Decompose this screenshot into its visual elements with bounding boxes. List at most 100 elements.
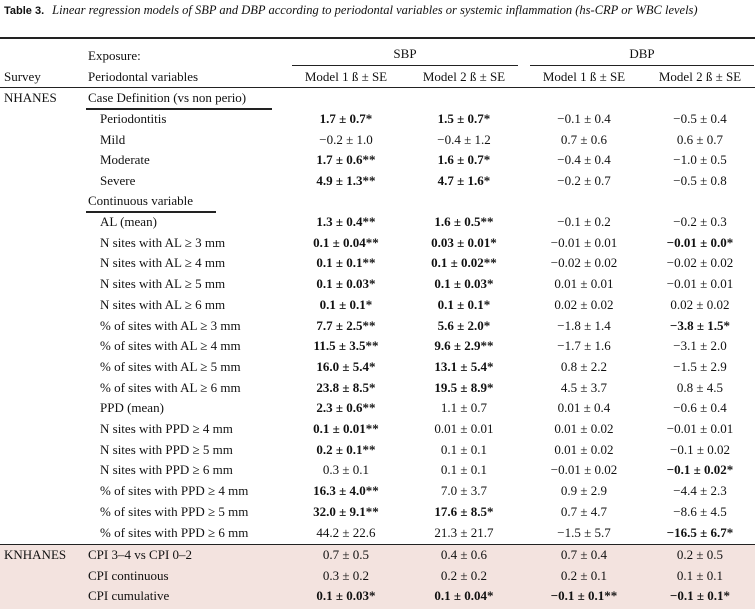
row-value: 1.5 ± 0.7* (437, 111, 491, 126)
row-value: 0.6 ± 0.7 (676, 131, 724, 147)
row-variable: Moderate (100, 152, 150, 168)
header-dbp-model1: Model 1 ß ± SE (542, 69, 626, 84)
row-value: 0.3 ± 0.1 (322, 462, 370, 478)
row-value: 0.7 ± 0.6 (560, 131, 608, 147)
row-value: −0.5 ± 0.4 (673, 111, 727, 126)
section-case-definition: Case Definition (vs non perio) (88, 90, 247, 105)
row-variable: % of sites with AL ≥ 3 mm (100, 317, 241, 333)
row-value: 0.1 ± 0.03* (316, 276, 376, 292)
header-rule (0, 87, 755, 88)
row-value: −1.5 ± 2.9 (673, 358, 727, 374)
row-value: −0.1 ± 0.2 (557, 214, 611, 229)
row-variable: Severe (100, 172, 136, 188)
row-value: 0.1 ± 0.04* (434, 588, 494, 604)
row-value: 0.1 ± 0.02** (431, 255, 497, 271)
row-variable: % of sites with PPD ≥ 4 mm (100, 483, 249, 499)
row-variable: PPD (mean) (100, 400, 164, 416)
row-value: −0.2 ± 1.0 (319, 131, 373, 147)
row-value: 0.4 ± 0.6 (440, 547, 488, 562)
row-value: 13.1 ± 5.4* (434, 358, 494, 374)
row-value: −1.5 ± 5.7 (557, 524, 611, 540)
row-variable: % of sites with AL ≥ 4 mm (100, 338, 241, 354)
row-value: 11.5 ± 3.5** (313, 338, 379, 354)
row-value: 1.6 ± 0.5** (434, 214, 494, 229)
survey-knhanes: KNHANES (4, 547, 67, 562)
row-value: 0.1 ± 0.1* (437, 296, 491, 312)
row-value: 1.7 ± 0.7* (319, 111, 373, 126)
row-value: 0.8 ± 4.5 (676, 379, 724, 395)
row-value: 0.2 ± 0.1** (316, 441, 376, 457)
row-value: −3.8 ± 1.5* (669, 317, 731, 333)
row-value: 0.01 ± 0.02 (554, 441, 614, 457)
row-value: 4.5 ± 3.7 (560, 379, 608, 395)
row-value: 0.2 ± 0.2 (440, 567, 488, 583)
row-value: −0.5 ± 0.8 (673, 172, 727, 188)
row-value: 0.1 ± 0.03* (434, 276, 494, 292)
row-value: −0.01 ± 0.0* (666, 234, 734, 250)
dbp-underline (530, 65, 754, 66)
row-variable: % of sites with AL ≥ 5 mm (100, 358, 241, 374)
row-value: 0.2 ± 0.5 (676, 547, 724, 562)
row-value: 17.6 ± 8.5* (434, 503, 494, 519)
row-variable: N sites with AL ≥ 4 mm (100, 255, 226, 271)
row-value: −0.02 ± 0.02 (666, 255, 734, 271)
row-variable: N sites with AL ≥ 5 mm (100, 276, 226, 292)
row-value: −0.1 ± 0.02 (670, 441, 730, 457)
section-continuous-underline (86, 211, 216, 213)
row-variable: % of sites with PPD ≥ 6 mm (100, 524, 249, 540)
section-continuous: Continuous variable (88, 193, 194, 208)
row-value: 1.1 ± 0.7 (440, 400, 488, 416)
row-value: −3.1 ± 2.0 (673, 338, 727, 354)
header-exposure: Exposure: (88, 48, 141, 63)
row-value: −0.02 ± 0.02 (550, 255, 618, 271)
row-value: 16.0 ± 5.4* (316, 358, 376, 374)
row-variable: CPI cumulative (88, 588, 170, 604)
row-variable: Mild (100, 131, 126, 147)
row-value: 0.1 ± 0.03* (316, 588, 376, 604)
row-value: 9.6 ± 2.9** (434, 338, 494, 354)
row-variable: CPI continuous (88, 567, 169, 583)
row-value: 0.01 ± 0.01 (434, 421, 494, 436)
table-caption: Table 3. Linear regression models of SBP … (4, 2, 752, 19)
row-value: 0.1 ± 0.1 (440, 441, 488, 457)
survey-nhanes: NHANES (4, 90, 57, 105)
row-value: 0.1 ± 0.01** (313, 421, 379, 436)
row-variable: Periodontitis (100, 111, 167, 126)
row-value: 0.7 ± 0.4 (560, 547, 608, 562)
row-value: 0.7 ± 0.5 (322, 547, 370, 562)
row-value: 19.5 ± 8.9* (434, 379, 494, 395)
row-value: 0.1 ± 0.1* (319, 296, 373, 312)
row-value: −0.2 ± 0.7 (557, 172, 611, 188)
row-value: 7.7 ± 2.5** (316, 317, 376, 333)
row-value: −0.01 ± 0.01 (666, 276, 734, 292)
row-value: 4.9 ± 1.3** (316, 172, 376, 188)
row-variable: N sites with PPD ≥ 4 mm (100, 421, 233, 436)
header-dbp: DBP (629, 46, 655, 61)
row-value: 0.3 ± 0.2 (322, 567, 370, 583)
row-value: 0.02 ± 0.02 (554, 296, 614, 312)
header-sbp: SBP (393, 46, 417, 61)
header-periodontal-variables: Periodontal variables (88, 69, 199, 84)
row-value: 0.7 ± 4.7 (560, 503, 608, 519)
row-value: 44.2 ± 22.6 (316, 524, 376, 540)
row-value: 0.01 ± 0.4 (557, 400, 611, 416)
row-value: 1.6 ± 0.7* (437, 152, 491, 168)
row-value: −0.01 ± 0.01 (666, 421, 734, 436)
row-value: −16.5 ± 6.7* (666, 524, 734, 540)
row-value: −0.01 ± 0.02 (550, 462, 618, 478)
header-sbp-model2: Model 2 ß ± SE (422, 69, 506, 84)
row-variable: % of sites with PPD ≥ 5 mm (100, 503, 249, 519)
row-value: 0.01 ± 0.01 (554, 276, 614, 292)
row-value: 1.3 ± 0.4** (316, 214, 376, 229)
row-value: 16.3 ± 4.0** (313, 483, 379, 499)
row-value: −0.1 ± 0.02* (666, 462, 734, 478)
row-variable: N sites with AL ≥ 3 mm (100, 234, 226, 250)
sbp-underline (292, 65, 518, 66)
row-value: 2.3 ± 0.6** (316, 400, 376, 416)
header-sbp-model1: Model 1 ß ± SE (304, 69, 388, 84)
row-value: 21.3 ± 21.7 (434, 524, 494, 540)
row-value: 0.02 ± 0.02 (670, 296, 730, 312)
row-variable: N sites with AL ≥ 6 mm (100, 296, 226, 312)
header-dbp-model2: Model 2 ß ± SE (658, 69, 742, 84)
row-value: −0.4 ± 0.4 (557, 152, 611, 168)
